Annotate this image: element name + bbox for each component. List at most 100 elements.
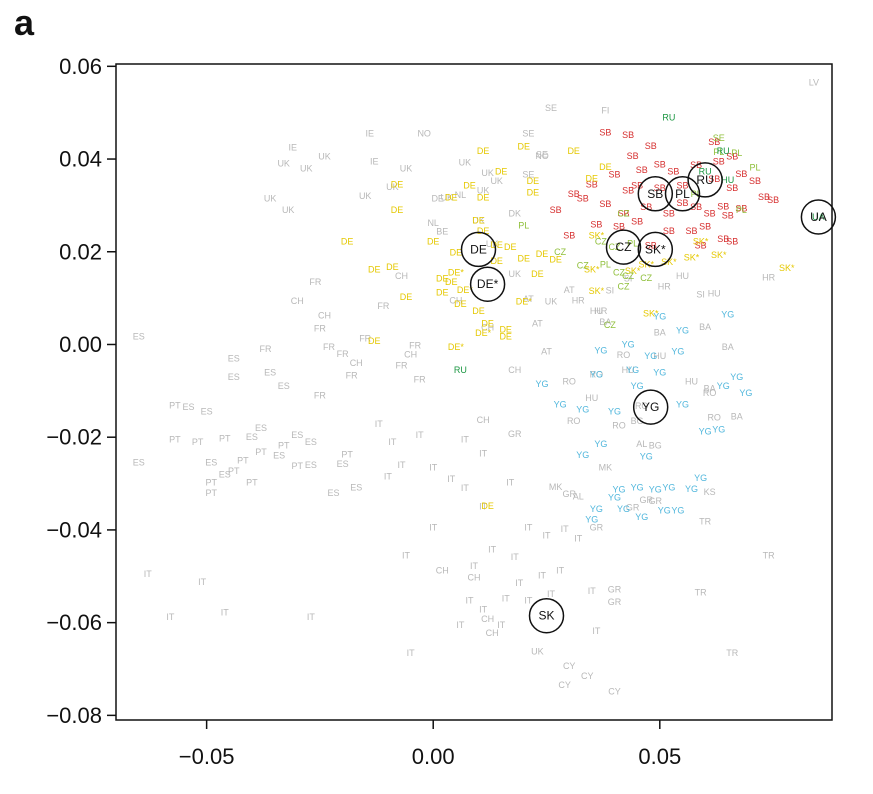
- point-label: ES: [327, 488, 339, 498]
- point-label: HU: [685, 377, 698, 387]
- point-label: PL: [736, 205, 747, 215]
- annotation-label: SB: [647, 187, 663, 201]
- point-label: HU: [721, 175, 734, 185]
- point-label: TR: [726, 648, 738, 658]
- point-label: DE: [463, 181, 476, 191]
- point-label: CH: [508, 365, 521, 375]
- point-label: GR: [562, 489, 576, 499]
- point-label: YG: [739, 388, 752, 398]
- point-label: ES: [133, 458, 145, 468]
- point-label: AT: [532, 319, 543, 329]
- point-label: IT: [574, 533, 583, 543]
- point-label: SB: [690, 202, 702, 212]
- point-label: IT: [592, 626, 601, 636]
- point-label: CY: [558, 680, 571, 690]
- point-label: SB: [599, 199, 611, 209]
- point-label: HU: [708, 289, 721, 299]
- point-label: DE: [549, 255, 562, 265]
- point-label: ES: [228, 372, 240, 382]
- point-label: SI: [624, 274, 633, 284]
- point-label: YG: [594, 346, 607, 356]
- point-label: UK: [282, 205, 295, 215]
- point-label: SB: [654, 183, 666, 193]
- point-label: DE: [391, 205, 404, 215]
- point-label: DE: [368, 336, 381, 346]
- annotation-circle: [605, 229, 642, 265]
- point-label: YG: [671, 346, 684, 356]
- point-label: YG: [622, 340, 635, 350]
- point-label: SB: [667, 167, 679, 177]
- x-tick-label: −0.05: [179, 744, 235, 769]
- point-label: YG: [685, 484, 698, 494]
- point-label: ES: [201, 407, 213, 417]
- point-label: SB: [645, 241, 657, 251]
- point-label: RU: [717, 146, 730, 156]
- point-label: FR: [409, 340, 421, 350]
- point-label: IT: [470, 561, 479, 571]
- point-label: DE*: [448, 342, 465, 352]
- point-label: FR: [309, 277, 321, 287]
- point-label: GR: [590, 523, 604, 533]
- y-tick-label: 0.06: [59, 54, 102, 79]
- point-label: NO: [417, 129, 431, 139]
- point-label: UK: [300, 163, 313, 173]
- point-label: ES: [205, 458, 217, 468]
- point-label: ES: [337, 459, 349, 469]
- point-label: IE: [370, 156, 379, 166]
- point-label: YG: [554, 400, 567, 410]
- point-label: DE: [436, 274, 449, 284]
- point-label: ES: [350, 482, 362, 492]
- point-label: SB: [708, 174, 720, 184]
- point-label: DE: [567, 146, 580, 156]
- point-label: TR: [699, 517, 711, 527]
- annotation-circle: [632, 389, 669, 425]
- point-label: FR: [337, 349, 349, 359]
- point-label: SK*: [643, 308, 659, 318]
- point-label: RU: [699, 167, 712, 177]
- point-label: DE: [368, 264, 381, 274]
- point-label: UK: [400, 163, 413, 173]
- point-label: DE: [477, 226, 490, 236]
- annotation-label: DE*: [477, 277, 499, 291]
- point-label: DE: [427, 237, 440, 247]
- point-label: YG: [612, 485, 625, 495]
- point-label: IT: [429, 462, 438, 472]
- point-label: YG: [590, 504, 603, 514]
- point-label: DE: [431, 193, 444, 203]
- point-label: MK: [599, 462, 613, 472]
- point-label: DE*: [516, 296, 533, 306]
- annotation-label: CZ: [616, 240, 632, 254]
- point-label: DE: [490, 240, 503, 250]
- point-label: CH: [481, 322, 494, 332]
- point-label: SB: [645, 141, 657, 151]
- point-label: PT: [341, 449, 353, 459]
- point-label: TR: [763, 550, 775, 560]
- annotation-label: SK*: [645, 242, 666, 256]
- annotation-label: DE: [470, 242, 487, 256]
- point-label: YG: [576, 404, 589, 414]
- point-label: IT: [375, 419, 384, 429]
- point-label: CZ: [618, 282, 630, 292]
- point-label: BA: [704, 384, 716, 394]
- point-label: IT: [447, 474, 456, 484]
- point-label: SE: [713, 133, 725, 143]
- point-label: SB: [568, 189, 580, 199]
- point-label: YG: [640, 452, 653, 462]
- point-label: IT: [429, 523, 438, 533]
- point-label: IT: [384, 472, 393, 482]
- point-label: SI: [696, 289, 705, 299]
- point-label: SE: [536, 149, 548, 159]
- point-label: UK: [318, 152, 331, 162]
- point-label: IE: [288, 142, 297, 152]
- point-label: SB: [617, 208, 629, 218]
- point-label: SB: [622, 130, 634, 140]
- point-label: YG: [631, 381, 644, 391]
- point-label: YG: [694, 473, 707, 483]
- point-label: CH: [350, 358, 363, 368]
- point-label: YG: [676, 326, 689, 336]
- point-label: UK: [509, 269, 522, 279]
- annotation-circle: [528, 597, 565, 634]
